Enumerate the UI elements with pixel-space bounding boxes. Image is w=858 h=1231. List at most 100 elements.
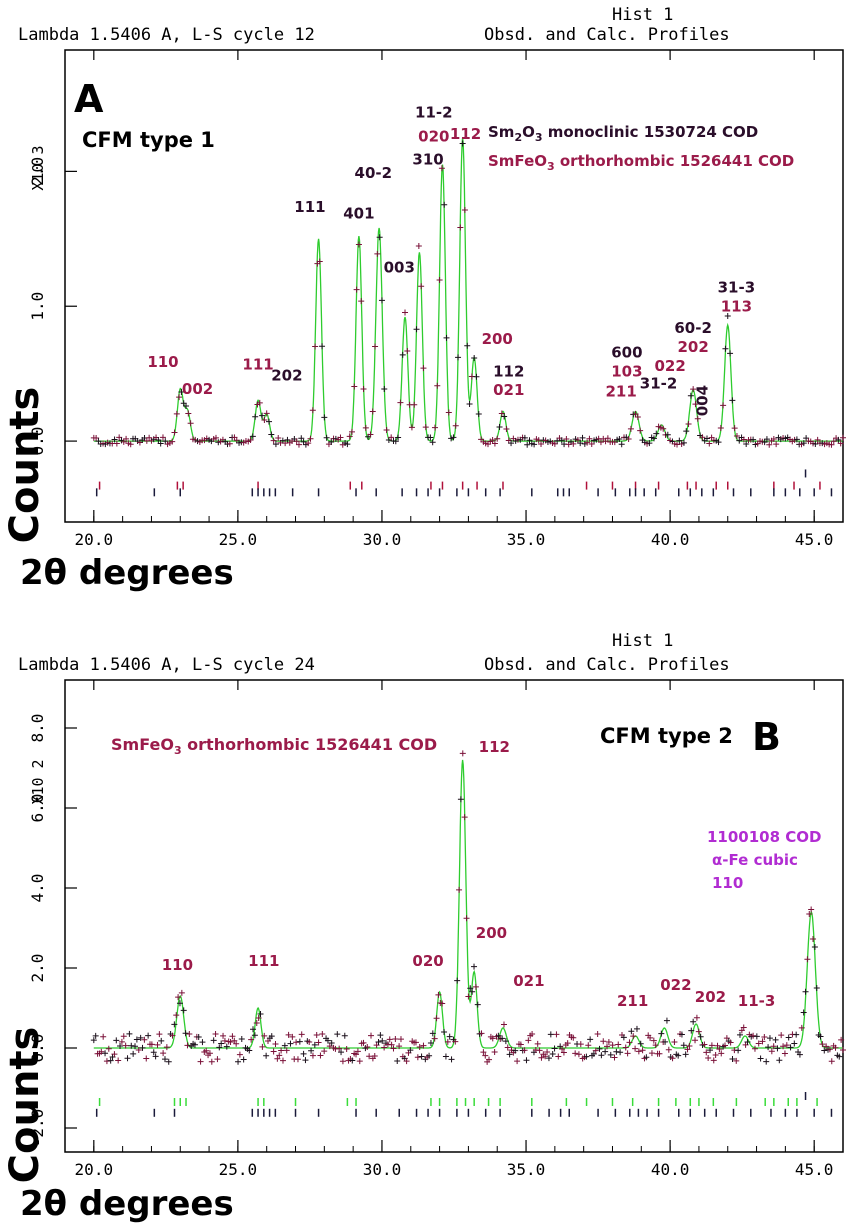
observed-point bbox=[283, 1047, 290, 1054]
observed-point bbox=[508, 440, 515, 447]
hkl-label: 60-2 bbox=[674, 319, 712, 337]
panel-b-plot-frame bbox=[64, 679, 844, 1153]
observed-point bbox=[800, 1009, 807, 1016]
observed-point bbox=[374, 250, 381, 257]
observed-point bbox=[811, 943, 818, 950]
observed-point bbox=[294, 1056, 301, 1063]
observed-point bbox=[521, 1047, 528, 1054]
observed-point bbox=[653, 430, 660, 437]
observed-point bbox=[545, 1055, 552, 1062]
observed-point bbox=[525, 1037, 532, 1044]
observed-point bbox=[368, 1032, 375, 1039]
observed-point bbox=[781, 1050, 788, 1057]
observed-point bbox=[169, 1032, 176, 1039]
observed-point bbox=[308, 1047, 315, 1054]
observed-point bbox=[512, 1047, 519, 1054]
observed-point bbox=[372, 343, 379, 350]
observed-point bbox=[579, 434, 586, 441]
observed-point bbox=[309, 407, 316, 414]
panel-b-annotation-hkl: 110 bbox=[712, 874, 743, 892]
observed-point bbox=[787, 1044, 794, 1051]
observed-point bbox=[662, 1038, 669, 1045]
observed-point bbox=[218, 1040, 225, 1047]
observed-point bbox=[139, 1044, 146, 1051]
observed-point bbox=[113, 1037, 120, 1044]
observed-point bbox=[683, 428, 690, 435]
observed-point bbox=[337, 434, 344, 441]
observed-point bbox=[120, 438, 127, 445]
observed-point bbox=[836, 1053, 843, 1060]
observed-point bbox=[137, 1034, 144, 1041]
observed-point bbox=[220, 1032, 227, 1039]
hkl-label: 111 bbox=[248, 952, 279, 970]
observed-point bbox=[478, 1030, 485, 1037]
observed-point bbox=[729, 1055, 736, 1062]
observed-point bbox=[635, 1048, 642, 1055]
observed-point bbox=[814, 436, 821, 443]
observed-point bbox=[585, 1042, 592, 1049]
observed-point bbox=[161, 1056, 168, 1063]
observed-point bbox=[289, 1033, 296, 1040]
observed-point bbox=[431, 1035, 438, 1042]
observed-point bbox=[727, 350, 734, 357]
observed-point bbox=[763, 436, 770, 443]
panel-a-legend-smfeo3: SmFeO3 orthorhombic 1526441 COD bbox=[488, 152, 794, 173]
observed-point bbox=[722, 345, 729, 352]
observed-point bbox=[115, 1057, 122, 1064]
observed-point bbox=[806, 911, 813, 918]
hkl-label: 111 bbox=[294, 198, 325, 216]
observed-point bbox=[135, 1047, 142, 1054]
observed-point bbox=[773, 441, 780, 448]
observed-point bbox=[348, 428, 355, 435]
observed-point bbox=[736, 437, 743, 444]
observed-point bbox=[272, 1041, 279, 1048]
observed-point bbox=[231, 1037, 238, 1044]
observed-point bbox=[415, 242, 422, 249]
observed-point bbox=[772, 1036, 779, 1043]
observed-point bbox=[588, 441, 595, 448]
observed-point bbox=[596, 1045, 603, 1052]
observed-point bbox=[173, 1012, 180, 1019]
observed-point bbox=[251, 1032, 258, 1039]
observed-point bbox=[354, 1048, 361, 1055]
observed-point bbox=[416, 1044, 423, 1051]
observed-point bbox=[270, 1048, 277, 1055]
observed-point bbox=[457, 224, 464, 231]
hkl-label: 40-2 bbox=[355, 164, 393, 182]
observed-point bbox=[341, 1032, 348, 1039]
observed-point bbox=[491, 1048, 498, 1055]
observed-point bbox=[402, 309, 409, 316]
observed-point bbox=[349, 1057, 356, 1064]
panel-a-plot-frame bbox=[64, 49, 844, 523]
observed-point bbox=[150, 1049, 157, 1056]
x-tick-label: 30.0 bbox=[363, 530, 402, 549]
observed-point bbox=[127, 441, 134, 448]
calculated-profile-line bbox=[93, 759, 843, 1049]
observed-point bbox=[626, 1039, 633, 1046]
observed-point bbox=[549, 1050, 556, 1057]
observed-point bbox=[433, 1015, 440, 1022]
observed-point bbox=[92, 1032, 99, 1039]
observed-point bbox=[272, 441, 279, 448]
observed-point bbox=[165, 1058, 172, 1065]
observed-point bbox=[275, 434, 282, 441]
observed-point bbox=[722, 1042, 729, 1049]
observed-point bbox=[609, 1042, 616, 1049]
panel-b-annotation-phase: α-Fe cubic bbox=[712, 851, 798, 869]
observed-point bbox=[309, 1052, 316, 1059]
observed-point bbox=[692, 1037, 699, 1044]
observed-point bbox=[837, 440, 844, 447]
observed-point bbox=[783, 1042, 790, 1049]
hkl-label: 11-3 bbox=[738, 992, 776, 1010]
observed-point bbox=[427, 1040, 434, 1047]
observed-point bbox=[688, 1027, 695, 1034]
observed-point bbox=[523, 1057, 530, 1064]
observed-point bbox=[628, 1028, 635, 1035]
y-tick-label: 6.0 bbox=[28, 794, 47, 823]
observed-point bbox=[319, 1030, 326, 1037]
observed-point bbox=[489, 1035, 496, 1042]
observed-point bbox=[694, 415, 701, 422]
observed-point bbox=[514, 1058, 521, 1065]
hkl-label: 112 bbox=[450, 125, 481, 143]
observed-point bbox=[105, 1045, 112, 1052]
